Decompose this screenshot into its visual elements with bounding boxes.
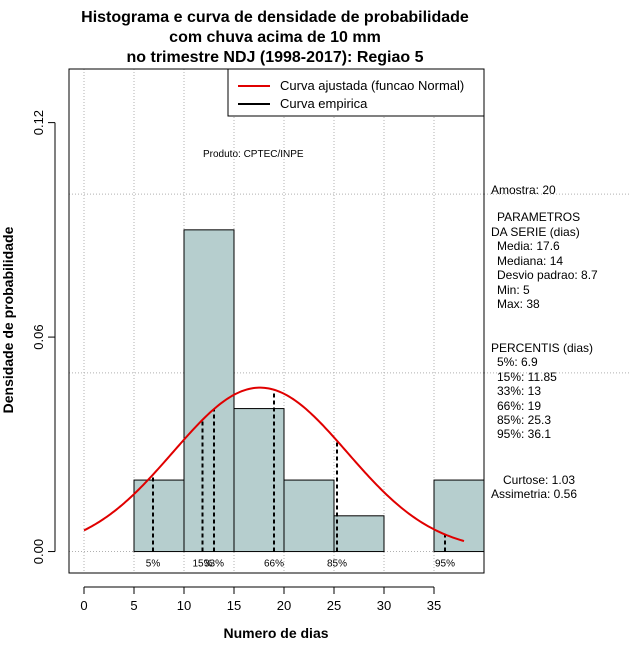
side-panel: Amostra: 20 PARAMETROS DA SERIE (dias) M…	[491, 183, 598, 501]
legend-box	[227, 68, 485, 117]
x-axis-title: Numero de dias	[223, 625, 328, 641]
axes: 0 5 10 15 20 25 30 35 0.00 0.06 0.12	[31, 110, 441, 613]
product-annotation: Produto: CPTEC/INPE	[203, 149, 304, 160]
percentile-label-1: 15%	[192, 559, 212, 570]
y-tick-label-0: 0.00	[31, 539, 46, 564]
percentile-label-4: 85%	[327, 559, 347, 570]
percentile-label-3: 66%	[264, 559, 284, 570]
percentile-lines: 5% 15%33% 66% 85% 95%	[146, 389, 455, 570]
x-tick-label-0: 0	[80, 598, 87, 613]
bar-15-20	[233, 408, 285, 553]
stat-p5: 5%: 6.9	[497, 355, 538, 369]
stat-min: Min: 5	[497, 283, 530, 297]
x-tick-label-2: 10	[177, 598, 191, 613]
x-tick-label-3: 15	[227, 598, 241, 613]
x-tick-label-6: 30	[377, 598, 391, 613]
stat-curtose: Curtose: 1.03	[503, 473, 575, 487]
chart-title-line-3: no trimestre NDJ (1998-2017): Regiao 5	[127, 49, 424, 66]
percentile-label-5: 95%	[435, 559, 455, 570]
histogram-bars	[133, 229, 485, 553]
stat-p95: 95%: 36.1	[497, 427, 551, 441]
stat-p85: 85%: 25.3	[497, 413, 551, 427]
sample-size: Amostra: 20	[491, 183, 556, 197]
stat-desvio: Desvio padrao: 8.7	[497, 268, 598, 282]
stat-media: Media: 17.6	[497, 239, 560, 253]
x-tick-label-7: 35	[427, 598, 441, 613]
bar-20-25	[283, 479, 335, 553]
stat-p66: 66%: 19	[497, 399, 541, 413]
y-tick-label-1: 0.06	[31, 324, 46, 349]
chart-title-line-1: Histograma e curva de densidade de proba…	[81, 9, 469, 26]
legend-label-fit: Curva ajustada (funcao Normal)	[280, 78, 464, 93]
grid-lines	[69, 69, 630, 573]
params-title-2: DA SERIE (dias)	[491, 225, 580, 239]
legend: Curva ajustada (funcao Normal) Curva emp…	[227, 68, 485, 117]
bar-35-40	[433, 479, 485, 553]
y-axis-title: Densidade de probabilidade	[0, 226, 16, 413]
stat-p15: 15%: 11.85	[497, 370, 557, 384]
normal-fit-curve	[83, 386, 465, 543]
bar-25-30	[333, 515, 385, 553]
stat-max: Max: 38	[497, 297, 540, 311]
stat-assimetria: Assimetria: 0.56	[491, 487, 577, 501]
legend-label-empirical: Curva empirica	[280, 96, 368, 111]
x-tick-label-4: 20	[277, 598, 291, 613]
y-tick-label-2: 0.12	[31, 110, 46, 135]
x-tick-label-5: 25	[327, 598, 341, 613]
params-title-1: PARAMETROS	[497, 210, 580, 224]
chart-title-line-2: com chuva acima de 10 mm	[169, 29, 381, 46]
percentis-title: PERCENTIS (dias)	[491, 341, 593, 355]
percentile-label-2: 33%	[204, 559, 224, 570]
bar-10-15	[183, 229, 235, 553]
x-tick-label-1: 5	[130, 598, 137, 613]
bar-5-10	[133, 479, 185, 553]
stat-mediana: Mediana: 14	[497, 254, 563, 268]
percentile-label-0: 5%	[146, 559, 161, 570]
stat-p33: 33%: 13	[497, 384, 541, 398]
